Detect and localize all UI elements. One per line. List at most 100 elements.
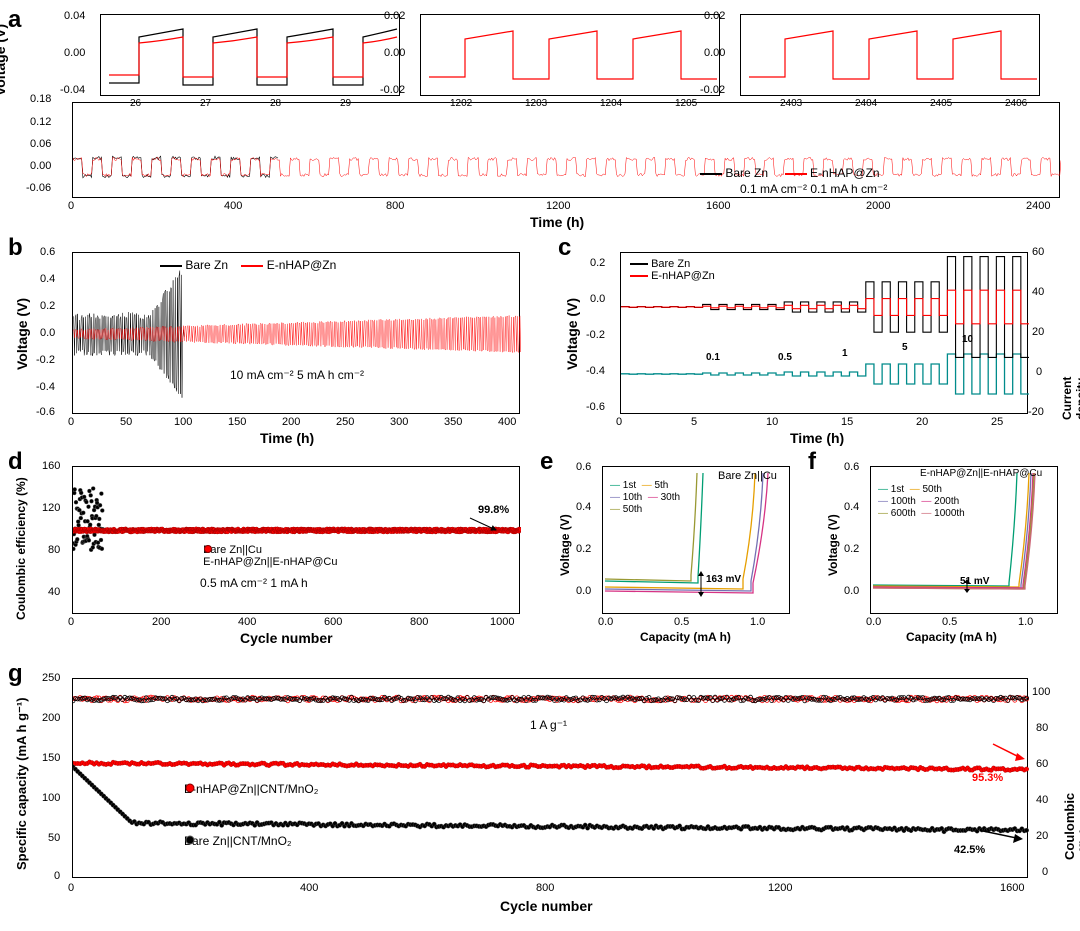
d-xt: 0 xyxy=(68,616,74,628)
f-ylabel: Voltage (V) xyxy=(826,514,840,576)
g-y2t: 100 xyxy=(1032,686,1050,698)
f-legend: — 1st — 50th — 100th — 200th — 600th — 1… xyxy=(878,484,965,520)
e-xt: 1.0 xyxy=(750,616,765,628)
panel-g-plot xyxy=(72,678,1028,878)
a-legend: Bare Zn E-nHAP@Zn xyxy=(700,166,880,180)
a-ytick: 0.06 xyxy=(30,138,51,150)
b-xt: 50 xyxy=(120,416,132,428)
c-legend: Bare Zn E-nHAP@Zn xyxy=(630,258,715,282)
d-yt: 40 xyxy=(48,586,60,598)
b-yt: 0.2 xyxy=(40,300,55,312)
c-xt: 20 xyxy=(916,416,928,428)
f-leg: 200th xyxy=(934,496,959,507)
inset3-xt: 2406 xyxy=(1005,98,1027,109)
inset1-yt: 0.04 xyxy=(64,10,85,22)
inset2-xt: 1205 xyxy=(675,98,697,109)
g-annot-black: 42.5% xyxy=(954,844,985,856)
inset1-xt: 26 xyxy=(130,98,141,109)
inset2-yt: -0.02 xyxy=(380,84,405,96)
a-inset-2 xyxy=(420,14,720,96)
g-xt: 0 xyxy=(68,882,74,894)
e-title: Bare Zn||Cu xyxy=(718,470,777,482)
b-yt: 0.6 xyxy=(40,246,55,258)
b-xt: 300 xyxy=(390,416,408,428)
g-y2t: 80 xyxy=(1036,722,1048,734)
c-y2t: -20 xyxy=(1028,406,1044,418)
e-xt: 0.5 xyxy=(674,616,689,628)
g-yt: 200 xyxy=(42,712,60,724)
b-yt: -0.4 xyxy=(36,381,55,393)
panel-label-c: c xyxy=(558,234,571,262)
d-yt: 120 xyxy=(42,502,60,514)
f-xt: 0.5 xyxy=(942,616,957,628)
f-leg: 50th xyxy=(922,484,941,495)
f-yt: 0.0 xyxy=(844,585,859,597)
inset1-xt: 28 xyxy=(270,98,281,109)
c-xt: 5 xyxy=(691,416,697,428)
a-xtick: 0 xyxy=(68,200,74,212)
c-xt: 10 xyxy=(766,416,778,428)
inset3-yt: 0.00 xyxy=(704,47,725,59)
e-ylabel: Voltage (V) xyxy=(558,514,572,576)
f-yt: 0.2 xyxy=(844,543,859,555)
a-xtick: 800 xyxy=(386,200,404,212)
c-ylabel2: Current dencity (mA cm⁻²) xyxy=(1060,377,1080,420)
b-yt: -0.2 xyxy=(36,354,55,366)
e-leg: 50th xyxy=(623,504,642,515)
g-xt: 1200 xyxy=(768,882,792,894)
f-leg: 1st xyxy=(891,484,904,495)
f-xlabel: Capacity (mA h) xyxy=(906,630,997,644)
d-xt: 400 xyxy=(238,616,256,628)
e-legend: — 1st — 5th — 10th — 30th — 50th xyxy=(610,480,680,516)
c-rate: 5 xyxy=(902,342,908,353)
panel-label-g: g xyxy=(8,660,23,688)
c-xt: 25 xyxy=(991,416,1003,428)
b-ylabel: Voltage (V) xyxy=(14,298,30,370)
c-y2t: 0 xyxy=(1036,366,1042,378)
b-xt: 200 xyxy=(282,416,300,428)
inset1-yt: 0.00 xyxy=(64,47,85,59)
g-yt: 150 xyxy=(42,752,60,764)
panel-a-svg xyxy=(73,103,1061,199)
a-xtick: 400 xyxy=(224,200,242,212)
c-xlabel: Time (h) xyxy=(790,430,844,446)
a-xtick: 1600 xyxy=(706,200,730,212)
b-yt: 0.0 xyxy=(40,327,55,339)
a-inset-1 xyxy=(100,14,400,96)
a-ytick: 0.00 xyxy=(30,160,51,172)
e-xlabel: Capacity (mA h) xyxy=(640,630,731,644)
inset2-xt: 1202 xyxy=(450,98,472,109)
legend-bare-zn: Bare Zn xyxy=(725,166,768,180)
b-yt: 0.4 xyxy=(40,273,55,285)
a-condition: 0.1 mA cm⁻² 0.1 mA h cm⁻² xyxy=(740,182,887,196)
a-ytick: -0.06 xyxy=(26,182,51,194)
inset3-xt: 2403 xyxy=(780,98,802,109)
e-annot: 163 mV xyxy=(706,574,741,585)
g-legend-black: Bare Zn||CNT/MnO₂ xyxy=(184,834,292,848)
b-condition: 10 mA cm⁻² 5 mA h cm⁻² xyxy=(230,368,364,382)
panel-b-plot xyxy=(72,252,520,414)
b-xt: 100 xyxy=(174,416,192,428)
a-xtick: 2000 xyxy=(866,200,890,212)
g-yt: 100 xyxy=(42,792,60,804)
g-xlabel: Cycle number xyxy=(500,898,593,914)
g-ylabel2: Coulombic efficiency (%) xyxy=(1062,793,1080,860)
legend-item: E-nHAP@Zn||E-nHAP@Cu xyxy=(203,556,337,568)
f-leg: 100th xyxy=(891,496,916,507)
legend-item: Bare Zn xyxy=(185,258,228,272)
inset1-yt: -0.04 xyxy=(60,84,85,96)
inset3-xt: 2404 xyxy=(855,98,877,109)
b-xt: 150 xyxy=(228,416,246,428)
e-yt: 0.0 xyxy=(576,585,591,597)
e-xt: 0.0 xyxy=(598,616,613,628)
c-yt: 0.2 xyxy=(590,257,605,269)
e-leg: 30th xyxy=(661,492,680,503)
g-xt: 400 xyxy=(300,882,318,894)
a-xlabel: Time (h) xyxy=(530,214,584,230)
c-ylabel: Voltage (V) xyxy=(564,298,580,370)
e-yt: 0.4 xyxy=(576,501,591,513)
b-yt: -0.6 xyxy=(36,406,55,418)
g-yt: 50 xyxy=(48,832,60,844)
legend-item: Bare Zn xyxy=(651,258,690,270)
c-yt: -0.2 xyxy=(586,329,605,341)
